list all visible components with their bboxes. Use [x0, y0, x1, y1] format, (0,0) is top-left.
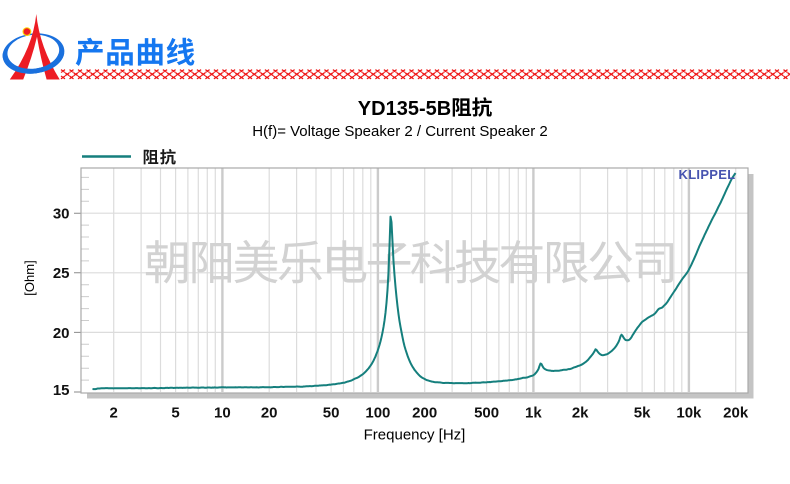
svg-text:100: 100 [365, 405, 390, 422]
svg-text:5: 5 [171, 405, 179, 422]
svg-text:2: 2 [110, 405, 118, 422]
svg-text:Frequency [Hz]: Frequency [Hz] [364, 427, 466, 444]
svg-text:[Ohm]: [Ohm] [22, 260, 37, 295]
svg-text:20: 20 [53, 325, 70, 342]
svg-text:10k: 10k [676, 405, 702, 422]
svg-text:1k: 1k [525, 405, 542, 422]
svg-text:20k: 20k [723, 405, 749, 422]
svg-text:30: 30 [53, 206, 70, 223]
svg-text:25: 25 [53, 265, 70, 282]
svg-text:200: 200 [412, 405, 437, 422]
svg-text:50: 50 [323, 405, 340, 422]
svg-text:500: 500 [474, 405, 499, 422]
svg-text:YD135-5B: YD135-5B [358, 98, 451, 120]
svg-text:5k: 5k [634, 405, 651, 422]
svg-text:15: 15 [53, 382, 70, 399]
svg-text:10: 10 [214, 405, 231, 422]
svg-text:2k: 2k [572, 405, 589, 422]
svg-text:H(f)= Voltage Speaker 2 / Curr: H(f)= Voltage Speaker 2 / Current Speake… [252, 123, 548, 140]
svg-text:20: 20 [261, 405, 278, 422]
svg-text:KLIPPEL: KLIPPEL [679, 167, 736, 182]
